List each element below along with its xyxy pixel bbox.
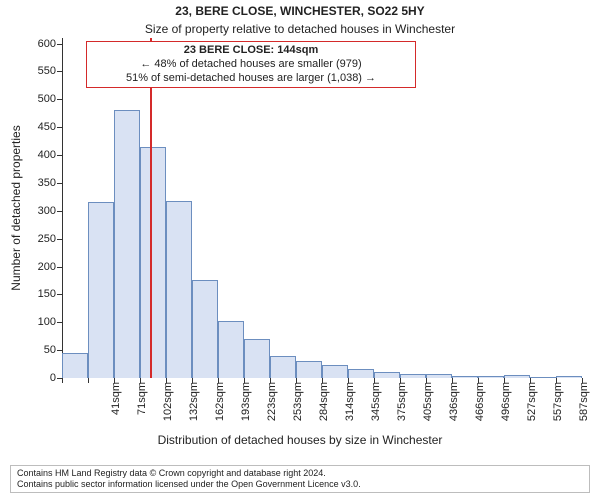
y-tick-label: 150	[38, 288, 62, 300]
histogram-bar	[556, 376, 582, 378]
histogram-bar	[400, 374, 426, 378]
credits-box: Contains HM Land Registry data © Crown c…	[10, 465, 590, 494]
marker-line	[150, 38, 152, 378]
x-tick-mark	[400, 378, 401, 383]
histogram-bar	[140, 147, 166, 378]
x-tick-label: 102sqm	[162, 380, 174, 437]
plot-area: 05010015020025030035040045050055060041sq…	[62, 38, 582, 378]
x-tick-label: 71sqm	[136, 380, 148, 437]
x-tick-label: 284sqm	[318, 380, 330, 437]
x-tick-mark	[452, 378, 453, 383]
histogram-chart: 23, BERE CLOSE, WINCHESTER, SO22 5HY Siz…	[0, 0, 600, 500]
x-tick-mark	[62, 378, 63, 383]
histogram-bar	[348, 369, 374, 378]
x-tick-label: 587sqm	[578, 380, 590, 437]
x-tick-mark	[244, 378, 245, 383]
x-tick-mark	[296, 378, 297, 383]
histogram-bar	[62, 353, 88, 378]
histogram-bar	[504, 375, 530, 378]
chart-title-line1: 23, BERE CLOSE, WINCHESTER, SO22 5HY	[0, 4, 600, 18]
x-tick-label: 193sqm	[240, 380, 252, 437]
x-tick-label: 557sqm	[552, 380, 564, 437]
x-tick-label: 41sqm	[110, 380, 122, 437]
histogram-bar	[244, 339, 270, 378]
histogram-bar	[296, 361, 322, 378]
x-tick-mark	[114, 378, 115, 383]
histogram-bar	[322, 365, 348, 378]
x-tick-mark	[556, 378, 557, 383]
histogram-bar	[478, 376, 504, 378]
y-tick-label: 350	[38, 177, 62, 189]
callout-line2: ← 48% of detached houses are smaller (97…	[91, 58, 411, 72]
y-tick-label: 450	[38, 121, 62, 133]
credits-line2: Contains public sector information licen…	[17, 479, 583, 490]
x-tick-mark	[426, 378, 427, 383]
x-tick-label: 223sqm	[266, 380, 278, 437]
histogram-bar	[426, 374, 452, 378]
credits-line1: Contains HM Land Registry data © Crown c…	[17, 468, 583, 479]
y-tick-label: 300	[38, 205, 62, 217]
x-tick-mark	[140, 378, 141, 383]
histogram-bar	[114, 110, 140, 378]
y-tick-label: 550	[38, 65, 62, 77]
x-tick-mark	[218, 378, 219, 383]
x-tick-mark	[166, 378, 167, 383]
y-tick-label: 50	[44, 344, 62, 356]
marker-callout: 23 BERE CLOSE: 144sqm ← 48% of detached …	[86, 41, 416, 88]
y-tick-label: 100	[38, 316, 62, 328]
x-tick-mark	[192, 378, 193, 383]
x-tick-label: 345sqm	[370, 380, 382, 437]
x-tick-label: 162sqm	[214, 380, 226, 437]
x-tick-mark	[504, 378, 505, 383]
histogram-bar	[374, 372, 400, 378]
callout-line1: 23 BERE CLOSE: 144sqm	[91, 44, 411, 58]
x-tick-label: 466sqm	[474, 380, 486, 437]
histogram-bar	[88, 202, 114, 378]
x-tick-mark	[348, 378, 349, 383]
x-tick-label: 132sqm	[188, 380, 200, 437]
chart-title-line2: Size of property relative to detached ho…	[0, 22, 600, 36]
x-tick-label: 314sqm	[344, 380, 356, 437]
histogram-bar	[270, 356, 296, 378]
histogram-bar	[166, 201, 192, 378]
histogram-bar	[218, 321, 244, 378]
x-tick-label: 436sqm	[448, 380, 460, 437]
y-tick-label: 200	[38, 261, 62, 273]
x-tick-mark	[270, 378, 271, 383]
x-axis-label: Distribution of detached houses by size …	[0, 433, 600, 447]
x-tick-label: 527sqm	[526, 380, 538, 437]
y-tick-label: 500	[38, 93, 62, 105]
x-tick-mark	[478, 378, 479, 383]
y-axis-line	[62, 38, 63, 378]
x-tick-mark	[374, 378, 375, 383]
x-tick-mark	[582, 378, 583, 383]
x-tick-mark	[530, 378, 531, 383]
x-tick-label: 496sqm	[500, 380, 512, 437]
y-axis-label: Number of detached properties	[9, 125, 23, 290]
histogram-bar	[530, 377, 556, 378]
histogram-bar	[452, 376, 478, 378]
histogram-bar	[192, 280, 218, 378]
x-tick-label: 253sqm	[292, 380, 304, 437]
callout-line3: 51% of semi-detached houses are larger (…	[91, 72, 411, 86]
y-tick-label: 250	[38, 233, 62, 245]
x-tick-mark	[88, 378, 89, 383]
x-tick-label: 375sqm	[396, 380, 408, 437]
y-tick-label: 0	[50, 372, 62, 384]
y-tick-label: 400	[38, 149, 62, 161]
x-tick-mark	[322, 378, 323, 383]
x-tick-label: 405sqm	[422, 380, 434, 437]
y-tick-label: 600	[38, 38, 62, 50]
